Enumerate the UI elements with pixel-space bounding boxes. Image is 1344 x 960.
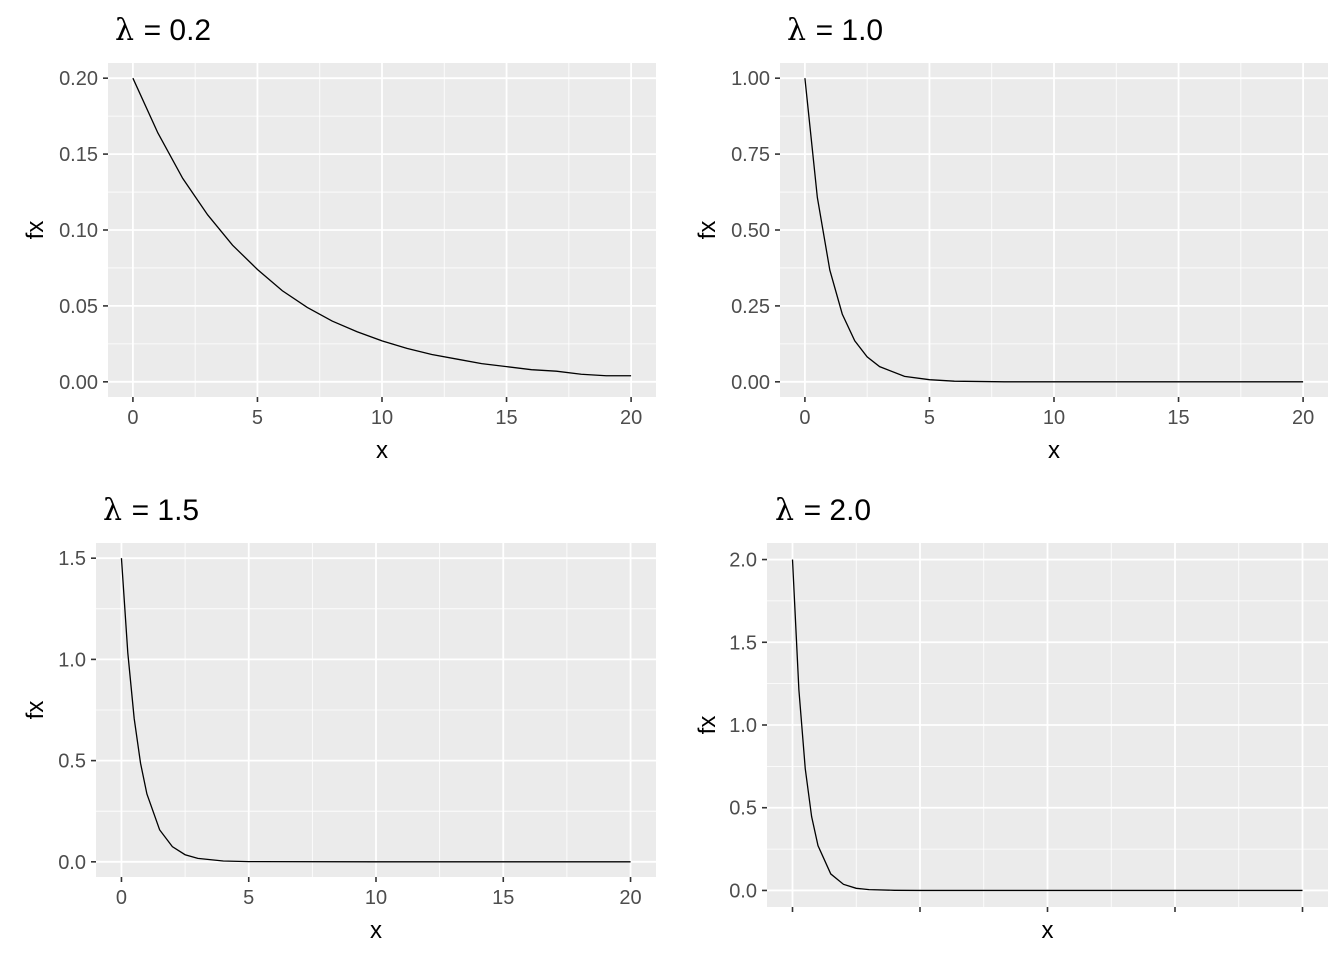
chart-title: λ = 1.5 xyxy=(103,493,199,528)
x-tick-label: 5 xyxy=(243,887,254,909)
x-tick-label: 20 xyxy=(1292,407,1314,429)
x-axis-title: x xyxy=(1042,917,1054,944)
chart-title: λ = 1.0 xyxy=(787,13,883,48)
y-tick-label: 1.0 xyxy=(729,715,757,737)
title-text: = 0.2 xyxy=(144,14,212,47)
chart-panel-bottom-left: 0 5 10 15 20 0.0 0.5 1.0 1.5 x fx λ = 1.5 xyxy=(0,480,672,960)
x-tick-label: 15 xyxy=(495,407,517,429)
y-axis-title: fx xyxy=(22,221,49,240)
x-tick-label: 15 xyxy=(492,887,514,909)
chart-lambda-2.0: 0.0 0.5 1.0 1.5 2.0 x fx λ = 2.0 xyxy=(694,493,1328,944)
y-axis-title: fx xyxy=(694,221,721,240)
x-axis-title: x xyxy=(1048,437,1060,464)
title-text: = 1.5 xyxy=(132,494,200,527)
title-text: = 1.0 xyxy=(816,14,884,47)
series-line xyxy=(804,78,1304,383)
x-tick-label: 10 xyxy=(371,407,393,429)
lambda-symbol: λ xyxy=(115,13,144,48)
chart-lambda-1.5: 0 5 10 15 20 0.0 0.5 1.0 1.5 x fx λ = 1.5 xyxy=(22,493,656,944)
y-axis-title: fx xyxy=(22,701,49,720)
chart-panel-top-right: 0 5 10 15 20 0.00 0.25 0.50 0.75 1.00 x fx λ = 1.0 xyxy=(672,0,1344,480)
y-tick-label: 0.75 xyxy=(731,144,770,166)
y-tick-label: 0.00 xyxy=(731,372,770,394)
x-axis-title: x xyxy=(376,437,388,464)
x-tick-label: 0 xyxy=(127,407,138,429)
chart-title: λ = 0.2 xyxy=(115,13,211,48)
y-tick-label: 1.5 xyxy=(58,548,86,570)
x-axis-title: x xyxy=(370,917,382,944)
y-tick-label: 0.50 xyxy=(731,220,770,242)
lambda-symbol: λ xyxy=(775,493,804,528)
y-tick-label: 0.20 xyxy=(59,68,98,90)
x-tick-label: 10 xyxy=(1043,407,1065,429)
y-tick-label: 0.15 xyxy=(59,144,98,166)
y-tick-label: 0.0 xyxy=(729,880,757,902)
y-tick-label: 0.5 xyxy=(729,798,757,820)
y-tick-label: 0.05 xyxy=(59,296,98,318)
lambda-symbol: λ xyxy=(787,13,816,48)
series-line xyxy=(120,558,631,863)
series-line xyxy=(791,559,1303,892)
y-tick-label: 0.10 xyxy=(59,220,98,242)
x-tick-label: 0 xyxy=(799,407,810,429)
x-tick-label: 20 xyxy=(619,887,641,909)
chart-lambda-1.0: 0 5 10 15 20 0.00 0.25 0.50 0.75 1.00 x fx λ = 1.0 xyxy=(694,13,1328,464)
y-tick-label: 0.0 xyxy=(58,852,86,874)
series-line xyxy=(132,77,632,377)
y-tick-label: 1.5 xyxy=(729,632,757,654)
x-tick-label: 20 xyxy=(620,407,642,429)
y-tick-label: 2.0 xyxy=(729,550,757,572)
title-text: = 2.0 xyxy=(804,494,872,527)
x-tick-label: 0 xyxy=(116,887,127,909)
chart-panel-top-left: 0 5 10 15 20 0.00 0.05 0.10 0.15 0.20 x fx λ = 0.2 xyxy=(0,0,672,480)
x-tick-label: 5 xyxy=(924,407,935,429)
y-tick-label: 0.00 xyxy=(59,372,98,394)
lambda-symbol: λ xyxy=(103,493,132,528)
y-tick-label: 0.25 xyxy=(731,296,770,318)
x-tick-label: 15 xyxy=(1167,407,1189,429)
chart-lambda-0.2: 0 5 10 15 20 0.00 0.05 0.10 0.15 0.20 x fx λ = 0.2 xyxy=(22,13,656,464)
x-tick-label: 10 xyxy=(365,887,387,909)
y-tick-label: 1.0 xyxy=(58,649,86,671)
x-tick-label: 5 xyxy=(252,407,263,429)
y-axis-title: fx xyxy=(694,716,721,735)
chart-panel-bottom-right: 0.0 0.5 1.0 1.5 2.0 x fx λ = 2.0 xyxy=(672,480,1344,960)
y-tick-label: 0.5 xyxy=(58,751,86,773)
chart-title: λ = 2.0 xyxy=(775,493,871,528)
y-tick-label: 1.00 xyxy=(731,68,770,90)
